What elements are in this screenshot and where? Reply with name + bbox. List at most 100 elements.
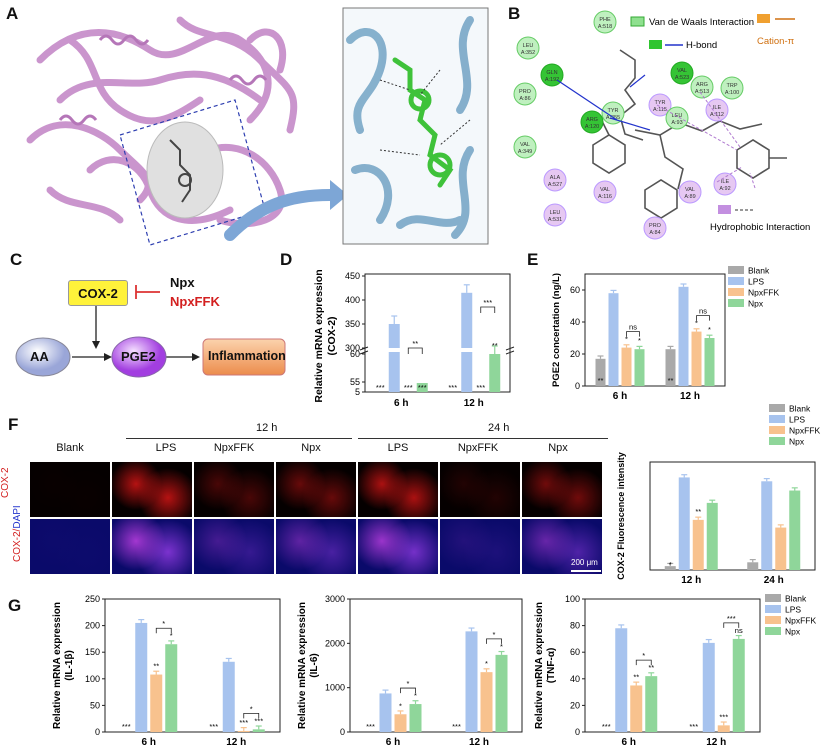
- npxffk-inhibitor-label: NpxFFK: [170, 294, 220, 309]
- ytick-d-450: 450: [345, 271, 360, 281]
- legend-Npx: Npx: [748, 299, 764, 309]
- svg-text:GLN: GLN: [546, 70, 557, 76]
- legend-swatch-Npx: [728, 299, 744, 307]
- ytick-60: 60: [570, 285, 580, 295]
- sig-d-npx-1: **: [492, 341, 498, 350]
- ylabel-G1-0: Relative mRNA expression: [52, 602, 63, 729]
- sig-bracket-1: ns: [699, 307, 707, 316]
- sig-blank-1: **: [668, 376, 674, 385]
- bar-G2-NpxFFK-1: [480, 672, 493, 732]
- ytick-d-400: 400: [345, 295, 360, 305]
- sig-blank-0: ***: [602, 722, 611, 731]
- ylabel-F-0: COX-2 Fluorescence intensity: [616, 452, 626, 580]
- bar-F-NpxFFK-0: [692, 519, 704, 570]
- docked-ligand: [392, 57, 454, 188]
- bar-E-LPS-1: [678, 286, 689, 386]
- ytick-80: 80: [570, 621, 580, 631]
- svg-text:LEU: LEU: [523, 43, 534, 49]
- sig-npx-0: **: [648, 663, 654, 672]
- legend-swatch-Blank: [728, 266, 744, 274]
- svg-text:VAL: VAL: [677, 68, 687, 74]
- ytick-0: 0: [340, 727, 345, 737]
- sig-bracket-1: *: [250, 704, 253, 713]
- bar-E-Blank-0: [595, 358, 606, 386]
- legend-swatch-LPS: [769, 415, 785, 423]
- pge2-node: [111, 336, 167, 378]
- bar-G3-Npx-0: [645, 676, 658, 732]
- sig-npxffk-1: ***: [239, 718, 248, 727]
- svg-text:A:513: A:513: [695, 89, 709, 95]
- legend-swatch-NpxFFK: [769, 426, 785, 434]
- column-label-0: Blank: [56, 442, 84, 454]
- legend-Blank: Blank: [789, 404, 811, 414]
- svg-text:A:112: A:112: [710, 112, 724, 118]
- sig-d-bracket-0: **: [412, 339, 418, 348]
- bar-G3-NpxFFK-0: [630, 685, 643, 732]
- bar-G1-NpxFFK-0: [150, 674, 163, 732]
- ytick-150: 150: [85, 647, 100, 657]
- bar-G1-NpxFFK-1: [237, 730, 250, 732]
- legend-Blank: Blank: [785, 594, 807, 604]
- bar-G3-LPS-0: [615, 628, 628, 732]
- column-label-6: Npx: [548, 442, 568, 454]
- ytick-3000: 3000: [325, 594, 345, 604]
- sig-d-npx-0: ***: [418, 383, 427, 392]
- ytick-1000: 1000: [325, 683, 345, 693]
- sig-npxffk-1: *: [485, 659, 488, 668]
- svg-text:A:523: A:523: [675, 75, 689, 81]
- sig-npx-0: *: [414, 691, 417, 700]
- svg-text:TYR: TYR: [655, 100, 666, 106]
- svg-text:TRP: TRP: [727, 83, 738, 89]
- ytick-d-350: 350: [345, 319, 360, 329]
- merged-image-0: [30, 519, 110, 574]
- svg-text:A:352: A:352: [521, 50, 535, 56]
- row-label-cox2-dapi: COX-2/DAPI: [12, 505, 23, 562]
- svg-text:A:116: A:116: [598, 194, 612, 200]
- ylabel-G3-0: Relative mRNA expression: [534, 602, 545, 729]
- sig-bracket-0: *: [407, 679, 410, 688]
- bar-F-LPS-1: [761, 481, 773, 570]
- row-label-cox2-wrap: COX-2: [0, 440, 14, 500]
- sig-d-ffk-0: ***: [404, 383, 413, 392]
- bar-F-Npx-0: [706, 502, 718, 570]
- svg-text:A:531: A:531: [548, 217, 562, 223]
- sig-d-ffk-1: ***: [476, 383, 485, 392]
- sig-npxffk-0: *: [625, 335, 628, 344]
- cox2-image-1: [112, 462, 192, 517]
- ytick-40: 40: [570, 317, 580, 327]
- category-12 h: 12 h: [680, 391, 700, 402]
- ytick-d-300: 300: [345, 343, 360, 353]
- bar-D-LPS-0: [388, 324, 400, 392]
- legend-NpxFFK: NpxFFK: [789, 426, 821, 436]
- ytick-d-60: 60: [350, 349, 360, 359]
- chart-d: Relative mRNA expression (COX-2) 555 6030…: [313, 269, 515, 409]
- merged-image-4: [358, 519, 438, 574]
- category-d-6 h: 6 h: [394, 398, 408, 409]
- sig-blank-1: ***: [689, 722, 698, 731]
- bar-G3-Npx-1: [732, 638, 745, 732]
- ytick-d-55: 55: [350, 377, 360, 387]
- category-6 h: 6 h: [622, 737, 636, 748]
- ytick-60: 60: [570, 647, 580, 657]
- column-label-3: Npx: [301, 442, 321, 454]
- cox2-image-6: [522, 462, 602, 517]
- sig-npx-1: ns: [735, 626, 743, 635]
- sig-d-blank-0: ***: [376, 383, 385, 392]
- category-6 h: 6 h: [386, 737, 400, 748]
- svg-text:A:93: A:93: [671, 120, 682, 126]
- pge2-label: PGE2: [121, 349, 156, 364]
- legend-LPS: LPS: [789, 415, 805, 425]
- ytick-40: 40: [570, 674, 580, 684]
- column-label-1: LPS: [155, 442, 177, 454]
- svg-text:A:92: A:92: [719, 186, 730, 192]
- sig-npxffk-0: **: [695, 507, 701, 516]
- ylabel-G2-0: Relative mRNA expression: [297, 602, 308, 729]
- ytick-250: 250: [85, 594, 100, 604]
- svg-text:A:84: A:84: [649, 230, 660, 236]
